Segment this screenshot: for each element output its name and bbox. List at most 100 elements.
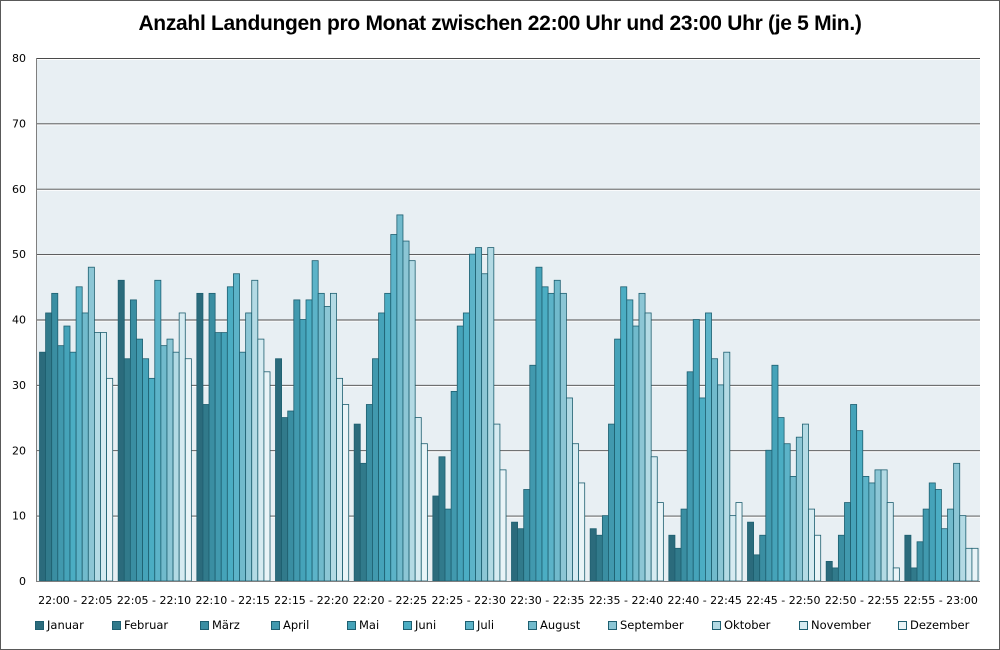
x-tick-label: 22:25 - 22:30 [432,594,506,607]
bar-group [117,279,192,582]
bar-september [717,384,725,582]
bar-juli [469,253,476,582]
bar-september [953,462,961,582]
bar-august [711,358,719,582]
bar-mai [456,325,464,582]
bar-dezember [814,534,822,582]
gridlines [36,58,980,518]
bar-februar [202,404,210,582]
bar-juli [705,312,712,582]
bar-dezember [342,404,350,582]
bar-november [650,456,658,582]
bar-oktober [723,351,731,582]
bar-juli [862,475,870,582]
bar-november [729,515,737,582]
bar-januar [589,528,597,582]
bar-november [100,332,107,582]
x-tick-label: 22:35 - 22:40 [589,594,663,607]
bar-oktober [880,469,888,582]
bar-märz [759,534,767,582]
bar-oktober [329,292,337,582]
x-tick-label: 22:30 - 22:35 [510,594,584,607]
legend-label: Mai [359,618,380,632]
bar-märz [680,508,688,582]
bar-august [553,279,561,582]
bar-januar [747,521,754,582]
x-tick-label: 22:10 - 22:15 [196,594,270,607]
bar-april [765,449,773,582]
bar-november [572,443,579,582]
legend-swatch [347,620,356,630]
bar-februar [359,462,367,582]
bar-märz [51,292,59,582]
bar-juni [384,292,392,582]
bar-juni [226,286,234,582]
bar-november [493,423,501,582]
bar-april [844,502,851,582]
bar-juni [620,286,628,582]
bar-oktober [644,312,652,582]
legend-item: September [608,618,684,632]
bar-group [825,404,900,582]
bar-november [178,312,186,582]
bar-november [257,338,265,582]
bar-mai [63,325,71,582]
bar-august [789,475,797,582]
y-tick-label: 30 [12,379,26,392]
bar-november [808,508,815,582]
bar-august [317,292,325,582]
bar-april [529,364,537,582]
bar-april [293,299,301,582]
y-tick-label: 70 [12,117,26,130]
bar-oktober [566,397,573,582]
bar-juli [233,273,240,582]
bar-dezember [735,502,743,582]
bar-juli [547,292,555,582]
bar-mai [850,404,858,582]
bar-september [87,266,95,582]
bar-september [245,312,253,582]
legend-label: August [540,618,581,632]
bar-juli [75,286,83,582]
bar-märz [129,299,137,582]
legend-swatch [271,620,280,630]
bar-februar [45,312,53,582]
legend-label: Oktober [724,618,771,632]
legend-label: November [811,618,871,632]
bar-mai [614,338,622,582]
bar-april [922,508,930,582]
bar-juni [777,417,785,582]
bar-oktober [251,279,259,582]
bar-september [559,292,567,582]
bar-dezember [971,547,979,582]
bar-februar [517,528,525,582]
legend-label: Februar [124,618,169,632]
legend-swatch [35,620,44,630]
bar-dezember [499,469,507,582]
bar-april [372,358,379,582]
bar-januar [511,521,518,582]
legend-label: Juni [415,618,437,632]
bar-mai [378,312,386,582]
bar-august [160,345,168,582]
x-tick-label: 22:15 - 22:20 [274,594,348,607]
x-tick-label: 22:00 - 22:05 [38,594,112,607]
bar-august [632,325,640,582]
bar-april [57,345,65,582]
y-tick-label: 60 [12,183,26,196]
bar-februar [438,456,446,582]
bar-dezember [892,567,900,582]
bar-januar [432,495,440,582]
legend-item: Mai [347,618,379,632]
bar-märz [837,534,845,582]
bar-oktober [408,260,416,582]
bar-oktober [487,247,495,582]
legend-item: Dezember [898,618,969,632]
legend-item: Juni [403,618,436,632]
bar-märz [601,515,609,582]
legend-label: September [620,618,684,632]
legend-item: November [799,618,871,632]
bar-märz [208,292,216,582]
bar-juni [934,489,942,582]
legend-item: August [528,618,580,632]
